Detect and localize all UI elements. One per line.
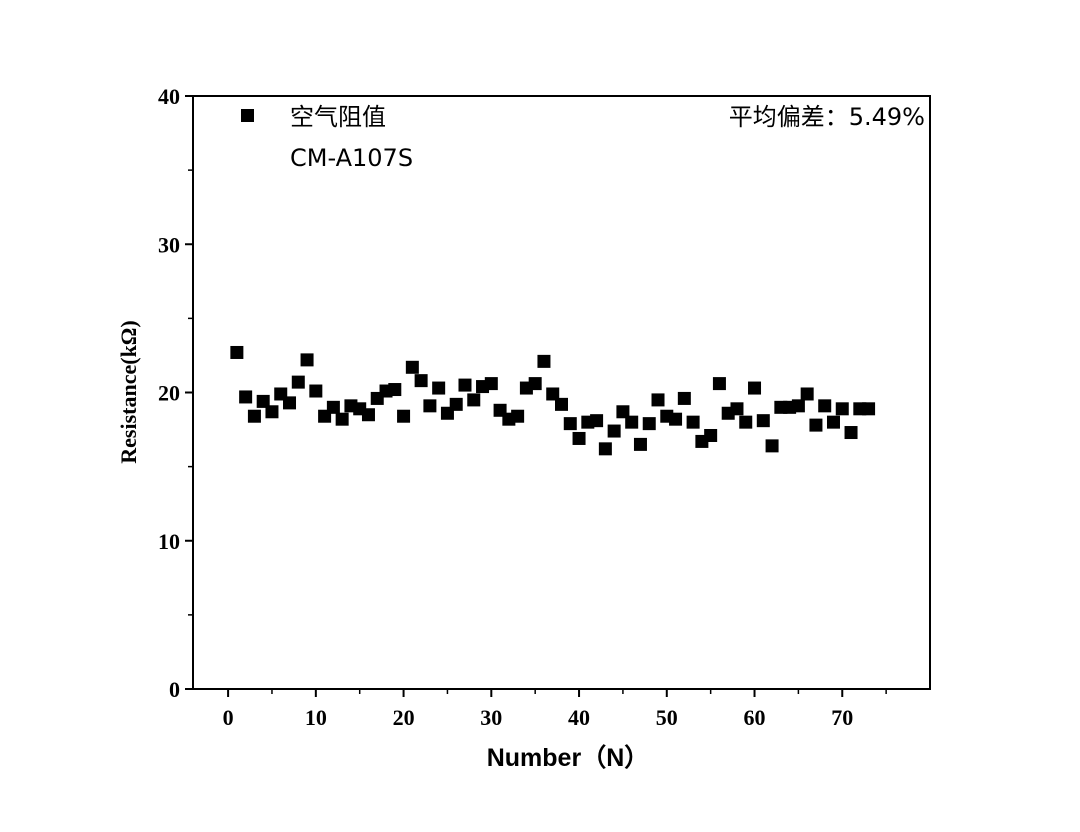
data-point <box>528 377 542 391</box>
data-point <box>862 402 876 416</box>
x-tick-label: 70 <box>831 705 853 730</box>
y-tick-label: 10 <box>158 529 180 554</box>
data-point <box>818 399 832 413</box>
data-point <box>423 399 437 413</box>
data-point <box>414 374 428 388</box>
data-point <box>598 442 612 456</box>
data-point <box>397 409 411 423</box>
data-point <box>335 412 349 426</box>
data-point <box>361 408 375 422</box>
data-point <box>607 424 621 438</box>
y-tick-label: 40 <box>158 84 180 109</box>
data-point <box>405 360 419 374</box>
x-axis-title: Number（N） <box>487 743 650 772</box>
axis-ticks <box>185 95 887 697</box>
legend-model-label: CM-A107S <box>290 144 413 172</box>
data-point <box>835 402 849 416</box>
data-point <box>844 426 858 440</box>
data-point <box>633 437 647 451</box>
data-point <box>546 387 560 401</box>
x-tick-label: 0 <box>223 705 234 730</box>
x-tick-label: 10 <box>305 705 327 730</box>
data-point <box>283 396 297 410</box>
x-tick-label: 30 <box>480 705 502 730</box>
data-point <box>590 414 604 428</box>
data-point <box>809 418 823 432</box>
data-point <box>230 345 244 359</box>
data-point <box>458 378 472 392</box>
axis-tick-labels: 0 10 20 30 40 50 60 70 0 10 20 30 40 <box>158 84 853 730</box>
x-tick-label: 40 <box>568 705 590 730</box>
legend-label: 空气阻值 <box>290 103 386 131</box>
data-point <box>748 381 762 395</box>
y-tick-label: 30 <box>158 232 180 257</box>
data-point <box>642 417 656 431</box>
data-point <box>677 391 691 405</box>
data-point <box>265 405 279 419</box>
data-point <box>467 393 481 407</box>
y-tick-label: 0 <box>169 677 180 702</box>
data-point <box>704 428 718 442</box>
x-tick-label: 60 <box>744 705 766 730</box>
x-tick-label: 20 <box>393 705 415 730</box>
data-point <box>730 402 744 416</box>
data-point <box>256 394 270 408</box>
plot-border <box>192 95 931 690</box>
data-point <box>739 415 753 429</box>
plot-frame <box>192 95 931 690</box>
data-point <box>300 353 314 367</box>
legend: 空气阻值 CM-A107S <box>241 103 413 172</box>
data-point <box>669 412 683 426</box>
data-point <box>625 415 639 429</box>
data-point <box>686 415 700 429</box>
data-point <box>537 354 551 368</box>
legend-marker-square <box>241 109 254 122</box>
data-point <box>309 384 323 398</box>
average-deviation-annotation: 平均偏差：5.49% <box>729 103 925 131</box>
data-point <box>388 383 402 397</box>
data-point <box>765 439 779 453</box>
data-point <box>555 397 568 411</box>
data-point <box>449 397 463 411</box>
data-point <box>651 393 665 407</box>
data-point <box>511 409 525 423</box>
data-point <box>572 431 586 445</box>
data-point <box>616 405 630 419</box>
data-point <box>484 377 498 391</box>
y-axis-title: Resistance(kΩ) <box>116 320 141 463</box>
data-point <box>826 415 840 429</box>
data-points <box>230 345 876 456</box>
data-point <box>563 417 577 431</box>
data-point <box>432 381 446 395</box>
data-point <box>791 399 805 413</box>
data-point <box>800 387 814 401</box>
y-tick-label: 20 <box>158 381 180 406</box>
data-point <box>712 377 726 391</box>
data-point <box>291 375 305 389</box>
x-tick-label: 50 <box>656 705 678 730</box>
data-point <box>247 409 261 423</box>
data-point <box>756 414 770 428</box>
data-point <box>326 400 340 414</box>
data-point <box>239 390 253 404</box>
